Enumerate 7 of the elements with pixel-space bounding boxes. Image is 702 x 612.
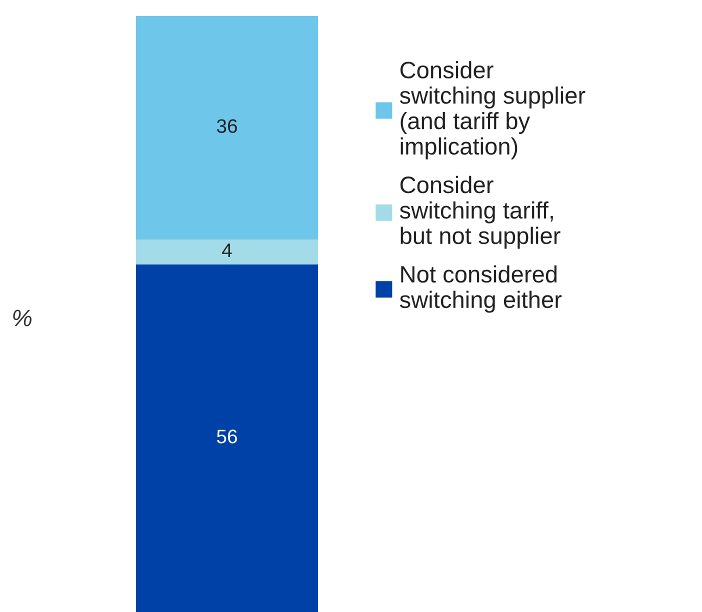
text: %: [13, 310, 32, 326]
data-label: 4: [222, 244, 232, 257]
legend-label: Consider switching tariff, but not supplier: [400, 176, 560, 249]
legend-label: Consider switching supplier (and tariff by implication): [400, 61, 586, 160]
data-label: 36: [216, 119, 237, 133]
legend-label: Not considered switching either: [400, 265, 562, 313]
data-label: 56: [216, 430, 237, 444]
